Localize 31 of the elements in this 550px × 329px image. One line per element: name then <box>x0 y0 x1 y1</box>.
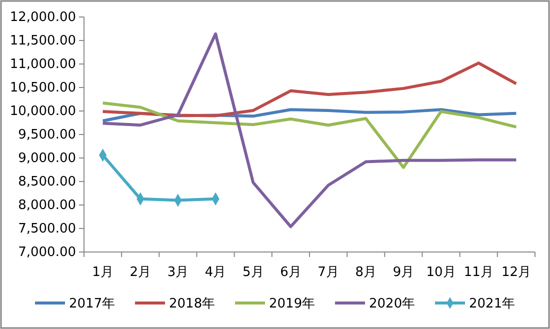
x-tick-label: 9月 <box>392 264 414 280</box>
legend-label: 2021年 <box>469 296 516 312</box>
line-series <box>101 62 518 118</box>
y-tick-label: 9,500.00 <box>18 128 76 143</box>
x-tick-label: 7月 <box>318 264 339 280</box>
x-tick-label: 10月 <box>426 264 456 280</box>
x-tick-label: 3月 <box>167 264 189 280</box>
line-series <box>101 102 518 169</box>
x-tick-label: 1月 <box>92 264 114 280</box>
y-tick-label: 8,000.00 <box>18 198 76 214</box>
x-tick-label: 6月 <box>280 264 302 280</box>
x-tick-label: 5月 <box>242 264 264 280</box>
y-tick-label: 10,500.00 <box>10 80 76 96</box>
y-tick-label: 9,000.00 <box>18 151 76 166</box>
y-tick-label: 12,000.00 <box>10 10 76 26</box>
legend-label: 2018年 <box>169 296 216 312</box>
x-tick-label: 11月 <box>464 264 494 280</box>
x-tick-label: 8月 <box>355 264 377 280</box>
x-tick-label: 2月 <box>130 264 152 280</box>
legend-label: 2020年 <box>369 296 416 312</box>
x-tick-label: 4月 <box>204 264 226 280</box>
y-tick-label: 10,000.00 <box>10 104 76 120</box>
x-tick-label: 12月 <box>501 264 531 280</box>
y-tick-label: 8,500.00 <box>18 174 76 190</box>
y-tick-label: 11,500.00 <box>10 34 76 49</box>
y-tick-label: 7,000.00 <box>18 245 76 260</box>
legend-label: 2019年 <box>269 296 316 312</box>
line-series <box>101 32 518 228</box>
legend-label: 2017年 <box>69 296 116 312</box>
y-tick-label: 7,500.00 <box>18 222 76 237</box>
y-tick-label: 11,000.00 <box>10 57 76 72</box>
